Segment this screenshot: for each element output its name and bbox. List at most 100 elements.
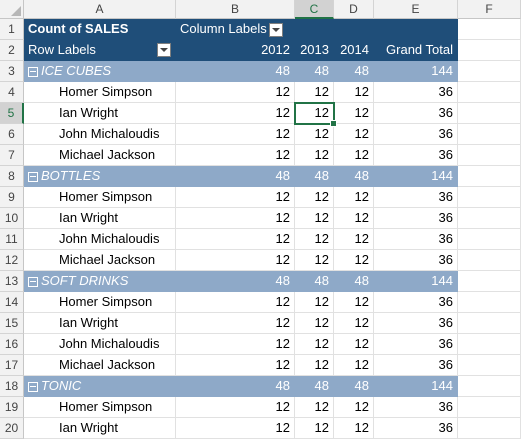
value-cell[interactable]: 12 — [334, 313, 374, 334]
empty-cell[interactable] — [458, 187, 521, 208]
value-cell[interactable]: 12 — [295, 103, 334, 124]
value-cell[interactable]: 12 — [334, 103, 374, 124]
row-header-10[interactable]: 10 — [0, 208, 24, 229]
value-cell[interactable]: 48 — [176, 166, 295, 187]
value-cell[interactable]: 12 — [176, 187, 295, 208]
empty-cell[interactable] — [458, 61, 521, 82]
row-header-3[interactable]: 3 — [0, 61, 24, 82]
value-cell[interactable]: 12 — [176, 292, 295, 313]
value-cell[interactable]: 48 — [334, 61, 374, 82]
empty-cell[interactable] — [458, 313, 521, 334]
item-label-cell[interactable]: Homer Simpson — [24, 292, 176, 313]
item-label-cell[interactable]: John Michaloudis — [24, 124, 176, 145]
grand-total-value[interactable]: 36 — [374, 250, 458, 271]
collapse-minus-icon[interactable] — [28, 171, 38, 182]
empty-cell[interactable] — [458, 292, 521, 313]
item-label-cell[interactable]: Ian Wright — [24, 418, 176, 439]
row-header-16[interactable]: 16 — [0, 334, 24, 355]
value-cell[interactable]: 12 — [295, 187, 334, 208]
row-header-17[interactable]: 17 — [0, 355, 24, 376]
row-labels-filter-icon[interactable] — [157, 43, 171, 57]
value-cell[interactable]: 12 — [176, 103, 295, 124]
empty-cell[interactable] — [458, 355, 521, 376]
value-cell[interactable]: 12 — [176, 82, 295, 103]
value-cell[interactable]: 12 — [334, 397, 374, 418]
value-cell[interactable]: 12 — [295, 208, 334, 229]
row-header-20[interactable]: 20 — [0, 418, 24, 439]
row-header-18[interactable]: 18 — [0, 376, 24, 397]
value-cell[interactable]: 48 — [334, 271, 374, 292]
row-header-13[interactable]: 13 — [0, 271, 24, 292]
empty-cell[interactable] — [458, 103, 521, 124]
value-cell[interactable]: 12 — [295, 334, 334, 355]
column-header-b[interactable]: B — [176, 0, 295, 19]
value-cell[interactable]: 12 — [176, 355, 295, 376]
item-label-cell[interactable]: Homer Simpson — [24, 82, 176, 103]
collapse-minus-icon[interactable] — [28, 66, 38, 77]
value-cell[interactable]: 12 — [295, 124, 334, 145]
item-label-cell[interactable]: Michael Jackson — [24, 355, 176, 376]
grand-total-value[interactable]: 36 — [374, 397, 458, 418]
row-header-6[interactable]: 6 — [0, 124, 24, 145]
value-cell[interactable]: 12 — [176, 418, 295, 439]
value-cell[interactable]: 48 — [176, 376, 295, 397]
empty-cell[interactable] — [458, 418, 521, 439]
value-cell[interactable]: 12 — [295, 313, 334, 334]
row-header-1[interactable]: 1 — [0, 19, 24, 40]
group-label-cell[interactable]: TONIC — [24, 376, 176, 397]
grand-total-value[interactable]: 36 — [374, 355, 458, 376]
value-cell[interactable]: 12 — [334, 82, 374, 103]
empty-cell[interactable] — [458, 229, 521, 250]
grand-total-header[interactable]: Grand Total — [374, 40, 458, 61]
value-cell[interactable]: 12 — [176, 334, 295, 355]
value-cell[interactable]: 48 — [176, 271, 295, 292]
grand-total-value[interactable]: 36 — [374, 229, 458, 250]
value-cell[interactable]: 12 — [295, 418, 334, 439]
grand-total-value[interactable]: 144 — [374, 271, 458, 292]
column-header-c[interactable]: C — [295, 0, 334, 19]
value-cell[interactable]: 12 — [334, 229, 374, 250]
value-cell[interactable]: 12 — [295, 292, 334, 313]
empty-cell[interactable] — [458, 397, 521, 418]
collapse-minus-icon[interactable] — [28, 381, 38, 392]
value-cell[interactable]: 12 — [176, 124, 295, 145]
item-label-cell[interactable]: Michael Jackson — [24, 145, 176, 166]
group-label-cell[interactable]: SOFT DRINKS — [24, 271, 176, 292]
select-all-corner[interactable] — [0, 0, 24, 19]
value-cell[interactable]: 12 — [334, 292, 374, 313]
value-cell[interactable]: 48 — [295, 166, 334, 187]
empty-cell[interactable] — [458, 334, 521, 355]
value-cell[interactable]: 12 — [295, 145, 334, 166]
row-header-5[interactable]: 5 — [0, 103, 24, 124]
row-header-14[interactable]: 14 — [0, 292, 24, 313]
item-label-cell[interactable]: Ian Wright — [24, 208, 176, 229]
grand-total-value[interactable]: 36 — [374, 145, 458, 166]
value-cell[interactable]: 12 — [295, 229, 334, 250]
row-header-12[interactable]: 12 — [0, 250, 24, 271]
row-header-7[interactable]: 7 — [0, 145, 24, 166]
empty-cell[interactable] — [458, 124, 521, 145]
column-header-e[interactable]: E — [374, 0, 458, 19]
year-header-2014[interactable]: 2014 — [334, 40, 374, 61]
grand-total-value[interactable]: 36 — [374, 418, 458, 439]
value-cell[interactable]: 12 — [334, 418, 374, 439]
value-cell[interactable]: 12 — [295, 397, 334, 418]
group-label-cell[interactable]: ICE CUBES — [24, 61, 176, 82]
row-header-9[interactable]: 9 — [0, 187, 24, 208]
row-labels-cell[interactable]: Row Labels — [24, 40, 176, 61]
value-cell[interactable]: 48 — [176, 61, 295, 82]
row-header-11[interactable]: 11 — [0, 229, 24, 250]
year-header-2013[interactable]: 2013 — [295, 40, 334, 61]
value-cell[interactable]: 12 — [334, 124, 374, 145]
column-header-a[interactable]: A — [24, 0, 176, 19]
row-header-2[interactable]: 2 — [0, 40, 24, 61]
grand-total-value[interactable]: 36 — [374, 334, 458, 355]
column-labels-cell[interactable]: Column Labels — [176, 19, 295, 40]
value-cell[interactable]: 12 — [334, 334, 374, 355]
empty-cell[interactable] — [458, 145, 521, 166]
grand-total-value[interactable]: 144 — [374, 61, 458, 82]
value-cell[interactable]: 12 — [176, 229, 295, 250]
grand-total-value[interactable]: 36 — [374, 103, 458, 124]
value-cell[interactable]: 12 — [334, 145, 374, 166]
item-label-cell[interactable]: John Michaloudis — [24, 334, 176, 355]
